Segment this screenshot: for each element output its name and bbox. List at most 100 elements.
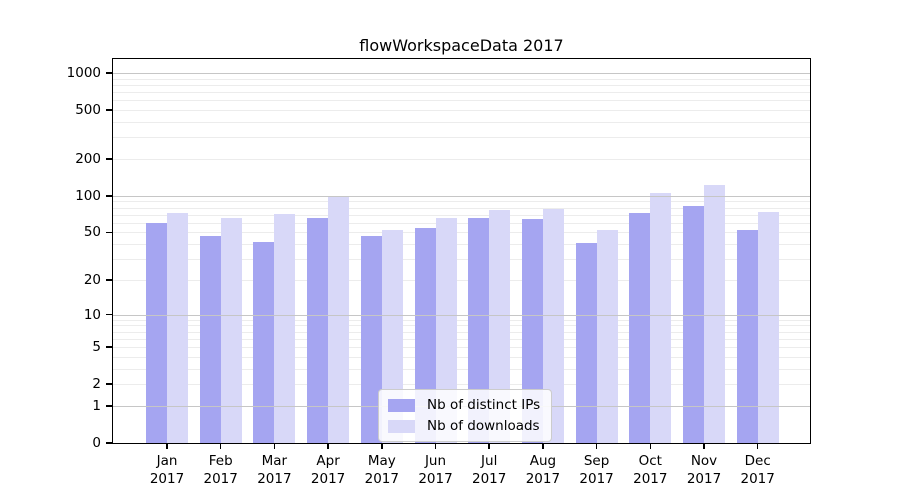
gridline-minor [113, 110, 810, 112]
bar-downloads [596, 230, 618, 443]
legend-item: Nb of downloads [388, 418, 540, 434]
x-tick-mark [488, 443, 490, 449]
x-tick-label: Apr 2017 [310, 453, 346, 487]
x-tick-mark [273, 443, 276, 449]
gridline-minor [113, 325, 810, 327]
gridline-minor [113, 356, 810, 358]
bar-distinct-ips [146, 222, 167, 443]
legend-label: Nb of downloads [427, 418, 540, 434]
x-tick-label: Dec 2017 [740, 453, 775, 487]
gridline-minor [113, 331, 810, 333]
gridline-minor [113, 244, 810, 246]
x-tick-mark [381, 443, 383, 449]
bar-downloads [435, 217, 457, 443]
x-tick-mark [327, 443, 329, 449]
bar-downloads [328, 196, 350, 443]
y-tick-label: 200 [75, 151, 101, 168]
bar-downloads [489, 210, 511, 443]
bar-downloads [220, 217, 242, 443]
bar-distinct-ips [629, 213, 651, 443]
y-tick-mark [106, 313, 113, 316]
gridline-minor [113, 84, 810, 86]
bar-distinct-ips [253, 241, 275, 443]
gridline-minor [113, 259, 810, 261]
y-tick-label: 1000 [66, 65, 101, 82]
x-tick-label: Oct 2017 [633, 453, 668, 487]
y-tick-mark [106, 158, 113, 160]
legend-item: Nb of distinct IPs [388, 397, 540, 413]
y-tick-label: 10 [83, 306, 101, 323]
gridline-minor [113, 78, 810, 80]
gridline-minor [113, 368, 810, 370]
y-tick-label: 500 [75, 102, 101, 119]
x-tick-label: May 2017 [364, 453, 399, 487]
y-tick-label: 0 [92, 435, 101, 451]
bar-distinct-ips [521, 218, 543, 443]
y-tick-mark [106, 279, 113, 281]
chart-title: flowWorkspaceData 2017 [359, 36, 564, 55]
y-tick-mark [106, 231, 113, 234]
plot-area: Nb of distinct IPs Nb of downloads [112, 58, 811, 444]
minor-gridlines [113, 59, 810, 443]
gridline-minor [113, 232, 810, 234]
gridline-minor [113, 222, 810, 224]
bar-distinct-ips [468, 217, 490, 443]
x-tick-mark [219, 443, 222, 449]
gridline-minor [113, 92, 810, 94]
legend-swatch-distinct_ips [388, 398, 415, 412]
gridline-minor [113, 122, 810, 124]
x-tick-label: Jan 2017 [149, 453, 185, 487]
x-tick-label: Feb 2017 [203, 453, 238, 487]
gridline-minor [113, 214, 810, 216]
y-tick-label: 100 [75, 187, 101, 204]
legend-label: Nb of distinct IPs [427, 397, 541, 413]
bar-downloads [650, 193, 672, 443]
gridline-minor [113, 279, 810, 281]
x-tick-label: Sep 2017 [579, 453, 614, 487]
x-tick-mark [542, 443, 544, 449]
x-tick-mark [166, 443, 168, 449]
x-tick-label: Nov 2017 [686, 453, 722, 487]
y-tick-label: 50 [83, 224, 101, 241]
bar-distinct-ips [683, 206, 704, 443]
bar-distinct-ips [199, 235, 221, 443]
y-tick-mark [106, 72, 113, 74]
x-tick-label: Mar 2017 [257, 453, 292, 487]
major-gridlines [113, 59, 810, 443]
gridline-minor [113, 137, 810, 139]
x-tick-label: Aug 2017 [525, 453, 561, 487]
legend: Nb of distinct IPs Nb of downloads [378, 389, 553, 442]
bar-downloads [704, 185, 725, 443]
y-tick-mark [106, 195, 113, 197]
legend-swatch-downloads [388, 419, 415, 433]
x-tick-mark [649, 443, 652, 449]
x-tick-mark [434, 443, 437, 449]
gridline-major [113, 195, 810, 198]
gridline-minor [113, 207, 810, 209]
x-tick-mark [756, 443, 759, 449]
x-tick-label: Jul 2017 [472, 453, 507, 487]
gridline-minor [113, 338, 810, 340]
gridline-major [113, 73, 810, 75]
x-tick-mark [595, 443, 598, 449]
y-tick-mark [106, 383, 113, 385]
bar-distinct-ips [736, 230, 758, 443]
y-tick-label: 2 [92, 376, 101, 393]
gridline-minor [113, 159, 810, 161]
gridline-minor [113, 384, 810, 386]
gridline-minor [113, 347, 810, 349]
gridline-minor [113, 100, 810, 102]
bar-distinct-ips [575, 242, 597, 443]
y-tick-mark [106, 442, 113, 444]
y-tick-mark [106, 346, 113, 348]
y-tick-label: 5 [92, 339, 101, 356]
bar-downloads [274, 214, 296, 443]
bar-distinct-ips [307, 217, 329, 443]
y-tick-mark [106, 109, 113, 111]
gridline-minor [113, 319, 810, 321]
y-tick-mark [106, 405, 113, 407]
x-axis: Jan 2017 Feb 2017 Mar 2017 Apr 2017 May 2017… [0, 443, 900, 500]
bar-downloads [542, 209, 564, 443]
x-tick-label: Jun 2017 [418, 453, 453, 487]
